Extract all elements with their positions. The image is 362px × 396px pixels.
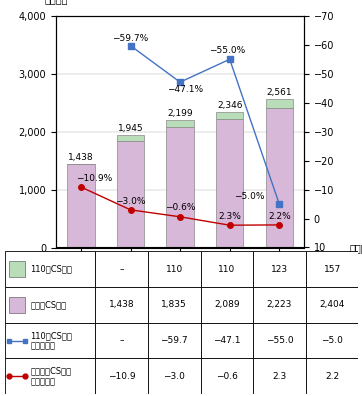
Bar [67, 164, 94, 248]
Bar [5, 251, 96, 287]
Text: −47.1: −47.1 [213, 336, 241, 345]
Text: −0.6: −0.6 [216, 372, 238, 381]
Bar [306, 287, 358, 323]
Text: 123: 123 [271, 265, 288, 274]
Text: 110度CS放送
営業利益率: 110度CS放送 営業利益率 [30, 331, 72, 350]
Bar [306, 323, 358, 358]
Bar [201, 251, 253, 287]
Bar [96, 358, 148, 394]
Bar [201, 323, 253, 358]
Bar [5, 323, 96, 358]
Bar [167, 120, 194, 126]
Text: −5.0: −5.0 [321, 336, 343, 345]
Bar [216, 112, 243, 119]
Text: 2.3: 2.3 [272, 372, 287, 381]
Text: その今CS放送: その今CS放送 [30, 301, 66, 309]
Text: 1,438: 1,438 [68, 154, 94, 162]
Text: 110: 110 [166, 265, 183, 274]
Bar [5, 287, 96, 323]
Text: −10.9: −10.9 [108, 372, 135, 381]
Text: –: – [119, 265, 124, 274]
Text: −47.1%: −47.1% [167, 85, 203, 94]
Text: 2,404: 2,404 [319, 301, 345, 309]
Text: 2,089: 2,089 [214, 301, 240, 309]
Text: 2.2%: 2.2% [268, 211, 291, 221]
Bar [253, 358, 306, 394]
Bar [117, 135, 144, 141]
Text: −59.7%: −59.7% [112, 34, 149, 43]
Text: −10.9%: −10.9% [76, 173, 112, 183]
Text: −3.0: −3.0 [163, 372, 185, 381]
Text: −0.6%: −0.6% [165, 204, 195, 213]
Bar [201, 358, 253, 394]
Text: 110: 110 [218, 265, 236, 274]
Text: 157: 157 [324, 265, 341, 274]
Bar [306, 251, 358, 287]
Bar [148, 287, 201, 323]
Text: −59.7: −59.7 [160, 336, 188, 345]
Bar [5, 358, 96, 394]
Text: その他のCS放送
営業利益率: その他のCS放送 営業利益率 [30, 367, 71, 386]
Text: –: – [119, 336, 124, 345]
Text: 1,945: 1,945 [118, 124, 143, 133]
Text: 2.2: 2.2 [325, 372, 339, 381]
Bar [117, 141, 144, 248]
Bar [266, 99, 293, 108]
Bar [167, 126, 194, 248]
Bar [148, 358, 201, 394]
Bar [201, 287, 253, 323]
Text: 1,438: 1,438 [109, 301, 135, 309]
Bar [306, 358, 358, 394]
Bar [148, 323, 201, 358]
Text: 2,346: 2,346 [217, 101, 243, 110]
Bar [148, 251, 201, 287]
Text: −5.0%: −5.0% [234, 192, 265, 202]
Bar [9, 261, 25, 277]
Text: （億円）: （億円） [45, 0, 68, 4]
Bar [253, 251, 306, 287]
Bar [96, 323, 148, 358]
Bar [216, 119, 243, 248]
Bar [266, 108, 293, 248]
Bar [9, 297, 25, 313]
Text: （％）: （％） [350, 243, 362, 253]
Text: 2,199: 2,199 [167, 109, 193, 118]
Text: −55.0%: −55.0% [209, 46, 245, 55]
Text: 110度CS放送: 110度CS放送 [30, 265, 72, 274]
Text: −3.0%: −3.0% [115, 196, 146, 206]
Bar [253, 323, 306, 358]
Text: 2,223: 2,223 [267, 301, 292, 309]
Text: −55.0: −55.0 [266, 336, 293, 345]
Bar [253, 287, 306, 323]
Bar [96, 251, 148, 287]
Text: 1,835: 1,835 [161, 301, 187, 309]
Text: 2.3%: 2.3% [218, 212, 241, 221]
Text: 2,561: 2,561 [266, 88, 292, 97]
Bar [96, 287, 148, 323]
